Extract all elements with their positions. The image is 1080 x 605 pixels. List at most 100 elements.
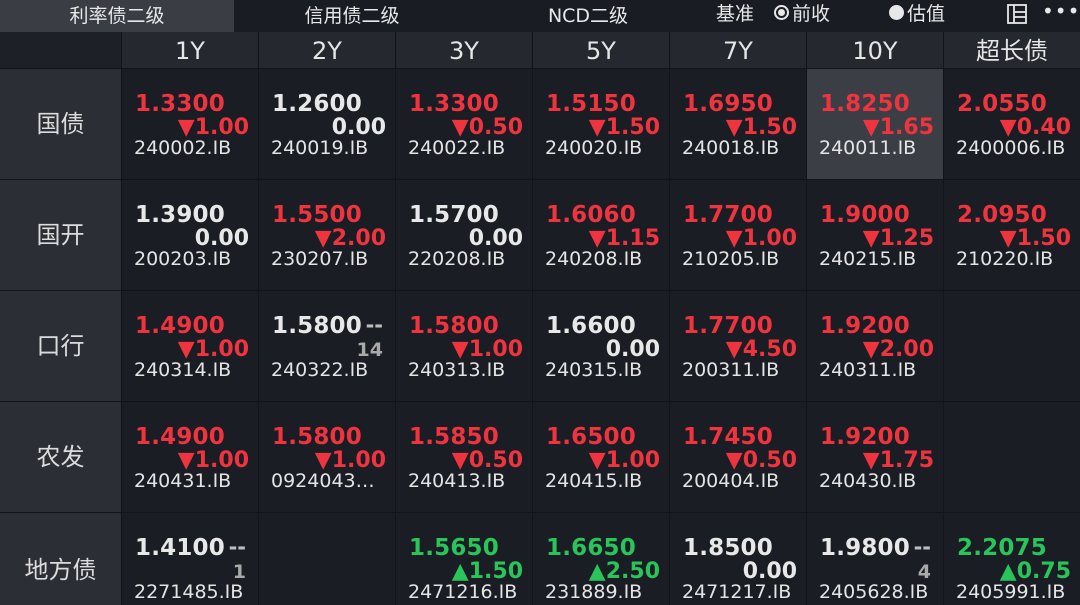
quote-cell[interactable]: 1.6060 ▼1.15 240208.IB xyxy=(533,180,669,290)
yield-value: 1.9200 xyxy=(820,424,910,450)
quote-cell[interactable]: 1.7450 ▼0.50 200404.IB xyxy=(670,402,806,512)
bond-code: 240011.IB xyxy=(819,137,917,159)
yield-value: 1.8250 xyxy=(820,91,910,117)
quote-cell[interactable]: 1.5850 ▼0.50 240413.IB xyxy=(396,402,532,512)
yield-value: 1.6060 xyxy=(546,202,636,228)
yield-value: 1.3300 xyxy=(135,91,225,117)
bond-code: 2405991.IB xyxy=(956,581,1066,603)
yield-value: 2.0950 xyxy=(957,202,1047,228)
trade-count: 1 xyxy=(232,561,246,583)
bond-code: 200311.IB xyxy=(682,359,780,381)
quote-cell[interactable]: 1.5800 ▼1.00 0924043… xyxy=(259,402,395,512)
quote-cell[interactable]: 2.2075 ▲0.75 2405991.IB xyxy=(944,513,1080,605)
bond-code: 240430.IB xyxy=(819,470,917,492)
row-label: 地方债 xyxy=(0,513,121,605)
tab-rate-bond-secondary[interactable]: 利率债二级 xyxy=(0,0,234,32)
quote-cell[interactable]: 1.5700 0.00 220208.IB xyxy=(396,180,532,290)
row-label: 农发 xyxy=(0,402,121,512)
quote-cell[interactable]: 2.0950 ▼1.50 210220.IB xyxy=(944,180,1080,290)
bond-code: 240313.IB xyxy=(408,359,506,381)
no-change-dash: -- xyxy=(228,535,246,559)
quote-cell[interactable]: 1.9000 ▼1.25 240215.IB xyxy=(807,180,943,290)
quote-cell[interactable]: 1.8500 0.00 2471217.IB xyxy=(670,513,806,605)
quote-cell[interactable]: 1.4900 ▼1.00 240431.IB xyxy=(122,402,258,512)
quote-cell[interactable]: 1.5150 ▼1.50 240020.IB xyxy=(533,69,669,179)
bp-change: ▼1.75 xyxy=(862,448,934,473)
tenor-header: 7Y xyxy=(670,32,806,68)
quote-cell[interactable]: 1.3900 0.00 200203.IB xyxy=(122,180,258,290)
quote-cell[interactable]: 1.5650 ▲1.50 2471216.IB xyxy=(396,513,532,605)
quote-cell[interactable]: 2.0550 ▼0.40 2400006.IB xyxy=(944,69,1080,179)
bp-change: ▼0.50 xyxy=(451,448,523,473)
bp-change: ▼1.50 xyxy=(588,115,660,140)
quote-cell[interactable]: 1.3300 ▼0.50 240022.IB xyxy=(396,69,532,179)
tenor-header: 5Y xyxy=(533,32,669,68)
row-label: 国开 xyxy=(0,180,121,290)
quote-cell[interactable]: 1.9200 ▼2.00 240311.IB xyxy=(807,291,943,401)
bond-quote-grid: 1Y 2Y 3Y 5Y 7Y 10Y 超长债 国债 1.3300 ▼1.00 240002.IB 1.… xyxy=(0,32,1080,605)
bond-code: 240018.IB xyxy=(682,137,780,159)
tenor-header: 10Y xyxy=(807,32,943,68)
tenor-header: 3Y xyxy=(396,32,532,68)
yield-value: 1.4900 xyxy=(135,313,225,339)
tab-ncd-secondary[interactable]: NCD二级 xyxy=(547,5,629,27)
bond-code: 240413.IB xyxy=(408,470,506,492)
bp-change: ▼1.00 xyxy=(451,337,523,362)
bp-change: ▼0.50 xyxy=(725,448,797,473)
bp-change: ▲1.50 xyxy=(451,559,523,584)
radio-prev-close-label: 前收 xyxy=(792,3,831,25)
quote-cell[interactable]: 1.4100 -- 1 2271485.IB xyxy=(122,513,258,605)
more-icon[interactable]: ••• xyxy=(1042,0,1080,23)
radio-prev-close[interactable]: 前收 xyxy=(774,0,830,28)
quote-cell[interactable]: 1.2600 0.00 240019.IB xyxy=(259,69,395,179)
bond-code: 200404.IB xyxy=(682,470,780,492)
bond-code: 240208.IB xyxy=(545,248,643,270)
yield-value: 1.2600 xyxy=(272,91,362,117)
bp-change: ▼1.00 xyxy=(177,337,249,362)
quote-cell[interactable]: 1.4900 ▼1.00 240314.IB xyxy=(122,291,258,401)
yield-value: 1.3300 xyxy=(409,91,499,117)
yield-value: 1.5700 xyxy=(409,202,499,228)
quote-cell[interactable]: 1.5800 -- 14 240322.IB xyxy=(259,291,395,401)
bond-code: 200203.IB xyxy=(134,248,232,270)
yield-value: 2.0550 xyxy=(957,91,1047,117)
radio-valuation[interactable]: 估值 xyxy=(889,0,945,28)
bp-change: ▼1.00 xyxy=(588,448,660,473)
quote-cell[interactable]: 1.3300 ▼1.00 240002.IB xyxy=(122,69,258,179)
bond-code: 210205.IB xyxy=(682,248,780,270)
bp-change: ▼4.50 xyxy=(725,337,797,362)
tenor-header: 1Y xyxy=(122,32,258,68)
quote-cell[interactable]: 1.5800 ▼1.00 240313.IB xyxy=(396,291,532,401)
radio-valuation-dot xyxy=(889,5,904,20)
yield-value: 1.5800 xyxy=(409,313,499,339)
quote-cell[interactable]: 1.9200 ▼1.75 240430.IB xyxy=(807,402,943,512)
layout-icon[interactable] xyxy=(1006,3,1028,25)
bp-change: 0.00 xyxy=(605,337,660,362)
basis-label: 基准 xyxy=(716,3,755,25)
quote-cell[interactable]: 1.6650 ▲2.50 231889.IB xyxy=(533,513,669,605)
bp-change: 0.00 xyxy=(742,559,797,584)
bond-code: 231889.IB xyxy=(545,581,643,603)
no-change-dash: -- xyxy=(913,535,931,559)
tab-credit-bond-secondary[interactable]: 信用债二级 xyxy=(304,5,400,27)
row-label: 口行 xyxy=(0,291,121,401)
quote-cell[interactable]: 1.5500 ▼2.00 230207.IB xyxy=(259,180,395,290)
bond-code: 0924043… xyxy=(271,470,375,492)
yield-value: 1.4100 xyxy=(135,535,225,561)
quote-cell[interactable]: 1.9800 -- 4 2405628.IB xyxy=(807,513,943,605)
empty-quote-cell xyxy=(944,402,1080,512)
quote-cell[interactable]: 1.8250 ▼1.65 240011.IB xyxy=(807,69,943,179)
bp-change: ▼0.50 xyxy=(451,115,523,140)
radio-valuation-label: 估值 xyxy=(907,3,946,25)
bond-code: 240002.IB xyxy=(134,137,232,159)
yield-value: 1.5650 xyxy=(409,535,499,561)
bond-code: 2405628.IB xyxy=(819,581,929,603)
quote-cell[interactable]: 1.6600 0.00 240315.IB xyxy=(533,291,669,401)
quote-cell[interactable]: 1.7700 ▼4.50 200311.IB xyxy=(670,291,806,401)
tenor-header: 超长债 xyxy=(944,32,1080,68)
quote-cell[interactable]: 1.6950 ▼1.50 240018.IB xyxy=(670,69,806,179)
yield-value: 1.6600 xyxy=(546,313,636,339)
quote-cell[interactable]: 1.6500 ▼1.00 240415.IB xyxy=(533,402,669,512)
yield-value: 1.5850 xyxy=(409,424,499,450)
quote-cell[interactable]: 1.7700 ▼1.00 210205.IB xyxy=(670,180,806,290)
